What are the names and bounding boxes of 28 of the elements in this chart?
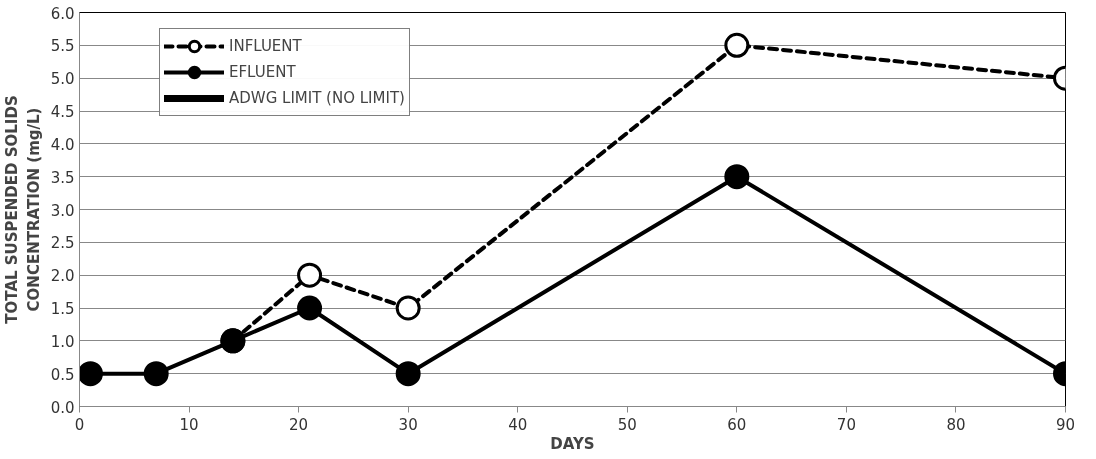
y-tick-label: 0.0 — [50, 398, 75, 417]
y-tick-label: 2.0 — [50, 267, 75, 286]
x-axis-title: DAYS — [550, 434, 595, 453]
legend-label: EFLUENT — [229, 62, 296, 83]
y-tick-label: 3.5 — [50, 168, 75, 187]
y-tick-label: 1.5 — [50, 300, 75, 318]
y-axis-title: TOTAL SUSPENDED SOLIDS CONCENTRATION (mg/L) — [3, 95, 43, 324]
x-tick-label: 90 — [1055, 415, 1076, 434]
y-tick-label: 3.0 — [50, 201, 75, 220]
x-tick-label: 20 — [289, 415, 309, 434]
y-tick-label: 5.0 — [50, 70, 75, 89]
legend-label: ADWG LIMIT (NO LIMIT) — [229, 88, 405, 109]
y-tick-label: 4.0 — [50, 135, 75, 154]
x-tick-label: 50 — [617, 415, 637, 434]
x-tick-label: 80 — [946, 415, 966, 434]
x-tick-label: 30 — [398, 415, 418, 434]
y-tick-label: 1.0 — [50, 332, 75, 351]
y-tick-label: 4.5 — [50, 103, 75, 121]
x-tick-label: 0 — [74, 415, 85, 434]
y-tick-label: 2.5 — [50, 234, 75, 253]
x-tick-label: 10 — [179, 415, 199, 434]
y-tick-label: 6.0 — [50, 4, 75, 23]
y-tick-label: 5.5 — [50, 37, 75, 56]
x-tick-label: 60 — [727, 415, 747, 434]
x-tick-label: 70 — [836, 415, 856, 434]
legend-label: INFLUENT — [229, 36, 302, 57]
y-tick-label: 0.5 — [50, 365, 75, 384]
x-tick-label: 40 — [508, 415, 528, 434]
